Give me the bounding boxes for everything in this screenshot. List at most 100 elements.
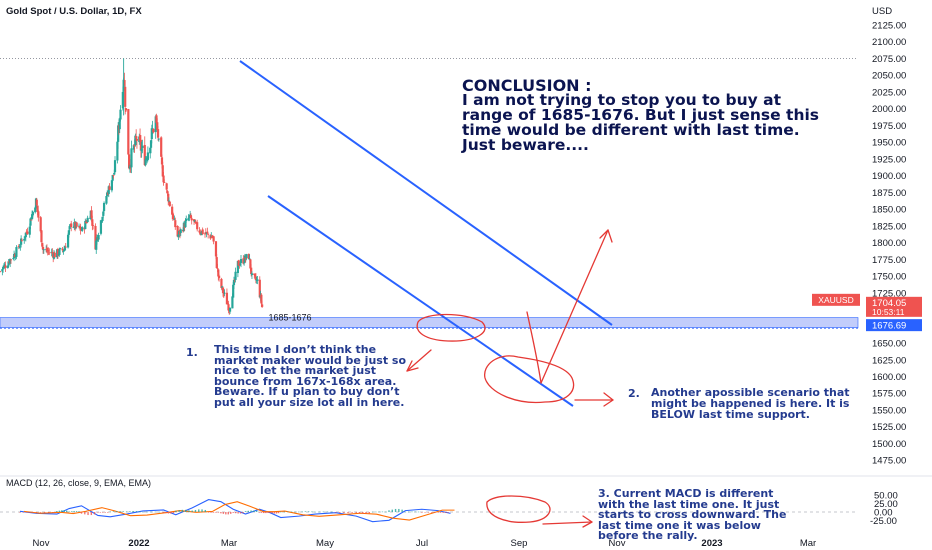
macd-histogram-bar [142,511,144,513]
channel-lower-line[interactable] [267,195,574,407]
macd-histogram-bar [253,510,255,512]
time-tick-label: Nov [609,538,626,549]
candle-body [210,236,214,238]
price-tick-label: 1875.00 [872,188,906,199]
conclusion-title: CONCLUSION : [462,76,592,95]
candle-body [165,183,168,190]
macd-circle[interactable] [486,495,551,523]
note1-arrowhead[interactable] [406,360,419,372]
macd-histogram-bar [351,512,353,513]
macd-histogram-bar [201,509,203,512]
price-tick-label: 1975.00 [872,121,906,132]
price-tick-label: 1475.00 [872,456,906,467]
candle-body [9,259,12,264]
candle-body [232,284,235,298]
macd-histogram-bar [188,510,190,512]
candle-body [144,159,147,166]
channel-upper-line[interactable] [239,60,613,326]
candle-body [20,238,23,245]
macd-histogram-bar [104,512,106,513]
macd-histogram-bar [210,512,212,513]
price-axis: 2125.00 2100.00 2075.00 2050.00 2025.00 2000.… [812,21,922,467]
price-tick-label: 1950.00 [872,138,906,149]
macd-histogram-bar [158,511,161,513]
candle-body [94,226,97,250]
candle-body [249,259,252,269]
note2-text: Another apossible scenario that might be… [651,386,850,421]
candle-body [215,257,218,269]
price-tick-label: 1650.00 [872,339,906,350]
candle-body [253,273,256,275]
candle-body [168,201,171,207]
candle-body [45,248,49,252]
note3-arrow[interactable] [542,521,593,525]
macd-histogram-bar [335,512,337,513]
projection-up-arrowhead[interactable] [599,229,613,243]
note1-arrow[interactable] [406,349,432,372]
macd-tick-label: 50.00 [874,490,898,501]
candle-body [112,174,115,176]
note2-arrowhead[interactable] [603,392,614,407]
macd-histogram-bar [326,511,329,513]
candle-body [95,240,98,250]
symbol-badge-label: XAUUSD [818,295,853,305]
macd-histogram-bar [407,511,410,513]
conclusion-note: CONCLUSION : I am not trying to stop you… [462,78,822,153]
macd-histogram-bar [234,512,237,514]
candle-body [188,215,191,218]
macd-histogram-bar [290,511,293,513]
macd-histogram-bar [87,512,89,516]
red-annotations [406,229,614,528]
candle-body [238,264,241,266]
macd-histogram-bar [427,512,430,513]
macd-histogram-bar [25,512,28,513]
macd-histogram-bar [375,511,377,513]
macd-histogram-bar [424,512,426,513]
macd-histogram-bar [307,511,310,512]
candle-body [190,218,193,221]
macd-histogram-bar [304,511,307,512]
macd-histogram-bar [204,509,207,512]
candle-body [243,255,247,263]
macd-histogram-bar [181,509,184,512]
time-tick-label: 2022 [128,538,149,549]
price-tick-label: 1625.00 [872,355,906,366]
candle-body [102,202,106,212]
macd-histogram-bar [437,512,439,513]
projection-up-path[interactable] [540,229,609,384]
conclusion-body: I am not trying to stop you to buy at ra… [462,91,820,154]
macd-histogram-bar [232,512,234,513]
candle-body [130,148,133,168]
candle-body [116,141,119,161]
candle-body [41,242,44,247]
candle-body [143,144,146,166]
candle-body [39,217,42,232]
price-tick-label: 1500.00 [872,439,906,450]
candle-body [179,229,182,233]
macd-tick-label: 0.00 [874,508,893,519]
macd-histogram-bar [247,510,249,512]
candle-body [232,279,236,286]
macd-histogram-bar [146,511,148,513]
candle-body [40,230,43,243]
macd-histogram-bar [362,512,364,514]
scenario-circle[interactable] [484,355,575,404]
support-range-label: 1685-1676 [268,313,311,323]
support-zone[interactable] [0,317,858,328]
macd-histogram-bar [258,512,261,513]
projection-down-path[interactable] [526,311,542,384]
macd-histogram-bar [260,512,263,513]
candle-body [242,258,245,264]
macd-histogram-bar [444,512,447,513]
macd-histogram-bar [414,511,416,513]
support-circle[interactable] [416,313,486,342]
macd-histogram-bar [365,512,367,514]
candle-body [243,262,246,264]
note3-arrowhead[interactable] [582,515,593,528]
macd-histogram-bar [43,512,46,513]
macd-histogram-bar [287,511,289,513]
candle-body [193,220,196,223]
candle-body [239,259,243,263]
